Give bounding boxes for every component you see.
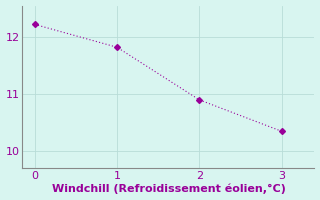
X-axis label: Windchill (Refroidissement éolien,°C): Windchill (Refroidissement éolien,°C) — [52, 184, 285, 194]
